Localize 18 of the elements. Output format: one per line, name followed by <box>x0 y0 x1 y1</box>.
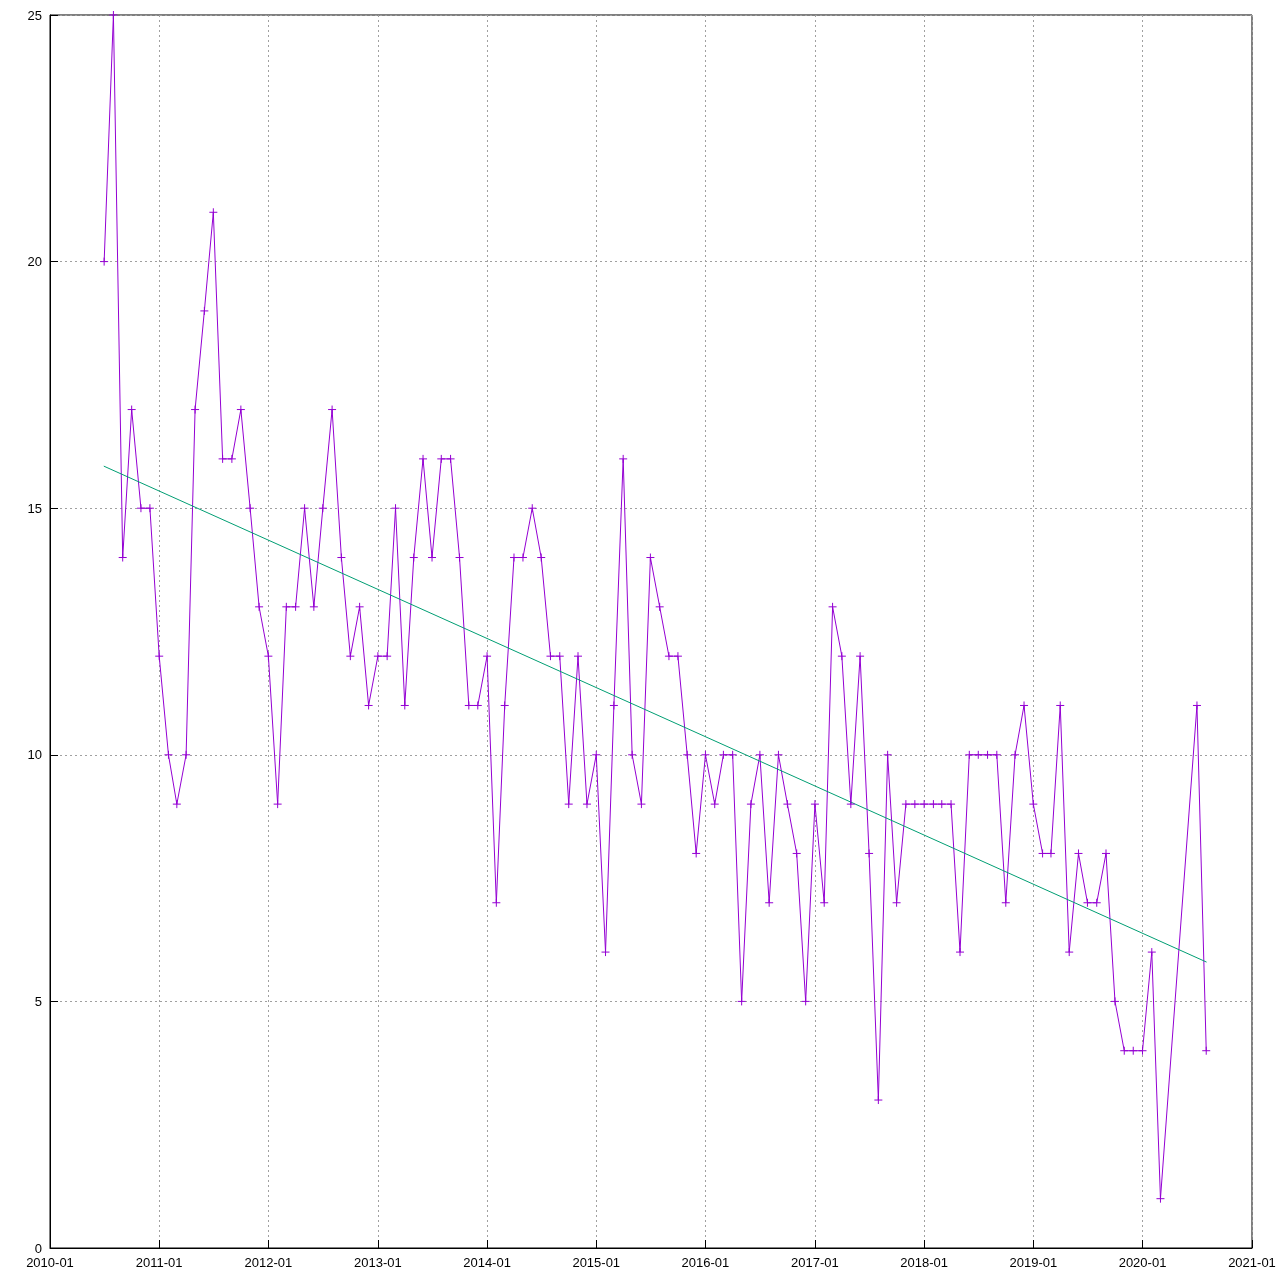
x-tick-label: 2016-01 <box>681 1255 730 1270</box>
x-tick-label: 2011-01 <box>135 1255 183 1270</box>
y-tick-label: 0 <box>34 1240 42 1256</box>
y-tick-label: 10 <box>27 747 42 763</box>
y-tick-label: 5 <box>34 993 42 1009</box>
x-tick-label: 2017-01 <box>791 1255 839 1270</box>
x-tick-label: 2019-01 <box>1009 1255 1058 1270</box>
x-tick-label: 2020-01 <box>1118 1255 1167 1270</box>
x-tick-label: 2021-01 <box>1228 1255 1276 1270</box>
x-tick-label: 2014-01 <box>463 1255 511 1270</box>
y-tick-label: 20 <box>27 254 42 270</box>
x-tick-label: 2010-01 <box>26 1255 74 1270</box>
x-tick-label: 2012-01 <box>244 1255 293 1270</box>
y-tick-label: 15 <box>27 500 42 516</box>
x-tick-label: 2013-01 <box>354 1255 402 1270</box>
y-tick-label: 25 <box>27 7 42 23</box>
x-tick-label: 2018-01 <box>900 1255 948 1270</box>
x-tick-label: 2015-01 <box>572 1255 621 1270</box>
